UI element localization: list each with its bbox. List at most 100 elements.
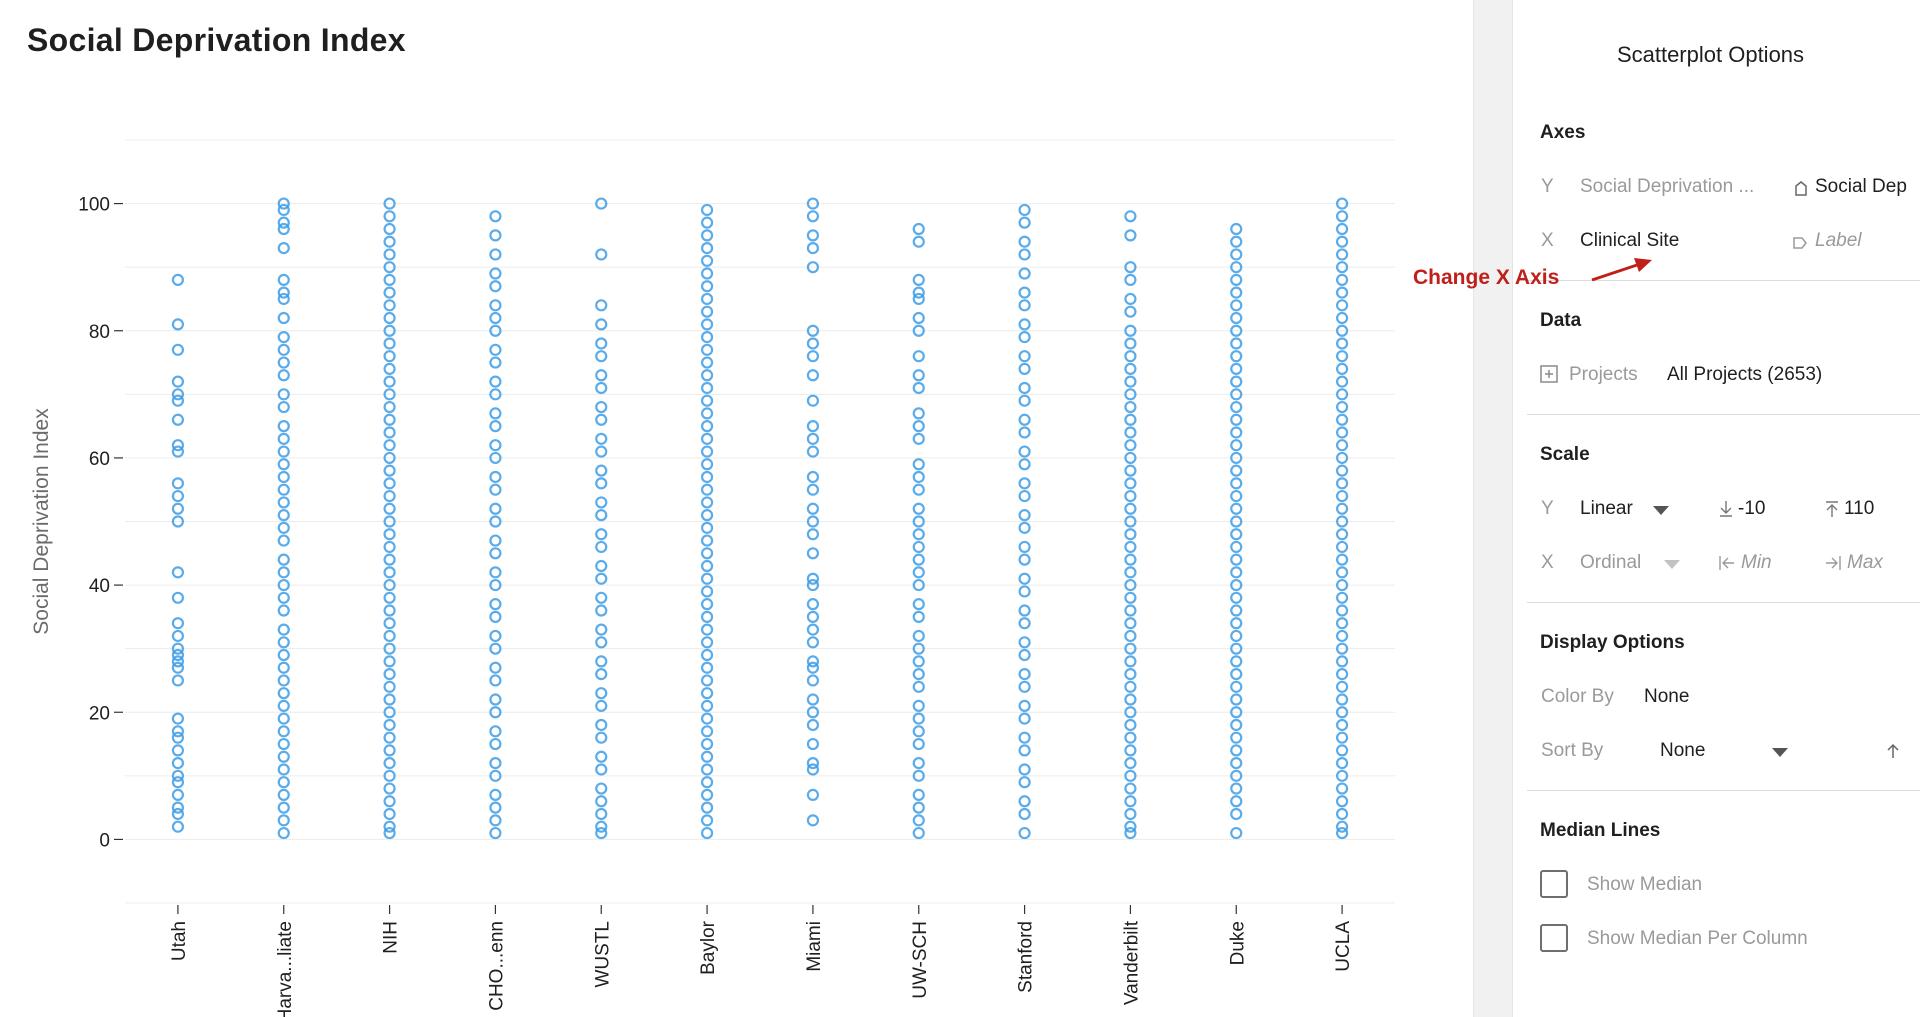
x-tick-label: WUSTL	[592, 921, 613, 988]
y-scale-select[interactable]: Linear	[1580, 498, 1633, 519]
data-point	[700, 763, 714, 776]
data-point	[700, 801, 714, 814]
data-point	[1335, 528, 1349, 541]
sort-by-select[interactable]: None	[1660, 740, 1706, 761]
data-point	[700, 826, 714, 840]
data-point	[1335, 795, 1349, 808]
data-point	[1124, 400, 1137, 414]
y-axis-select[interactable]: Social Deprivation ...	[1580, 176, 1755, 197]
data-point	[1018, 267, 1031, 280]
data-point	[277, 725, 290, 738]
data-point	[595, 604, 608, 617]
data-point	[1018, 286, 1031, 299]
data-point	[1230, 680, 1243, 693]
data-point	[383, 324, 396, 337]
data-point	[383, 629, 396, 643]
data-point	[700, 648, 714, 662]
data-point	[1124, 261, 1137, 274]
show-median-per-column-checkbox[interactable]	[1540, 924, 1568, 952]
x-scale-select[interactable]: Ordinal	[1580, 552, 1642, 573]
x-scale-min-field[interactable]: Min	[1741, 552, 1772, 573]
data-point	[912, 757, 925, 770]
data-point	[1230, 528, 1243, 541]
data-point	[1124, 604, 1137, 617]
x-axis-label-field[interactable]: Label	[1815, 230, 1862, 251]
data-point	[595, 655, 608, 668]
data-point	[489, 280, 502, 293]
data-point	[1335, 400, 1349, 414]
data-point	[277, 356, 290, 369]
data-point	[1335, 299, 1349, 312]
data-point	[595, 413, 608, 426]
data-point	[277, 369, 290, 382]
projects-select[interactable]: All Projects (2653)	[1667, 364, 1823, 385]
data-point	[912, 667, 925, 681]
axes-x-key: X	[1541, 230, 1554, 251]
y-scale-max-field[interactable]: 110	[1844, 498, 1875, 519]
color-by-select[interactable]: None	[1644, 686, 1690, 707]
data-point	[1335, 375, 1349, 388]
show-median-per-column-label: Show Median Per Column	[1587, 928, 1808, 949]
data-point	[277, 388, 290, 401]
separator	[1527, 414, 1920, 415]
data-point	[1124, 655, 1137, 668]
data-point	[1124, 210, 1137, 223]
data-point	[277, 750, 290, 763]
y-scale-min-field[interactable]: -10	[1738, 498, 1766, 519]
x-scale-max-field[interactable]: Max	[1847, 552, 1883, 573]
data-point	[806, 470, 820, 484]
chevron-down-icon[interactable]	[1772, 748, 1788, 757]
data-point	[1124, 273, 1137, 286]
data-point	[1335, 324, 1349, 337]
data-point	[700, 445, 714, 458]
data-point	[700, 369, 714, 382]
data-point	[1335, 693, 1349, 706]
data-point	[595, 528, 608, 541]
color-by-label: Color By	[1541, 686, 1614, 707]
data-point	[806, 241, 820, 255]
data-point	[1230, 489, 1243, 503]
data-point	[1124, 375, 1137, 388]
data-point	[1230, 248, 1243, 261]
data-point	[595, 591, 608, 604]
data-point	[806, 814, 820, 827]
data-point	[1124, 706, 1137, 719]
data-point	[700, 458, 714, 471]
data-point	[912, 292, 925, 306]
data-point	[383, 477, 396, 490]
x-axis-select[interactable]: Clinical Site	[1580, 230, 1680, 251]
data-point	[595, 572, 608, 585]
arrow-up-icon[interactable]	[1886, 743, 1900, 759]
data-point	[171, 655, 185, 668]
data-point	[912, 769, 925, 782]
data-point	[1018, 235, 1031, 248]
data-point	[1124, 757, 1137, 770]
data-point	[700, 343, 714, 356]
add-box-icon[interactable]	[1540, 365, 1558, 383]
data-point	[1335, 718, 1349, 732]
data-point	[1124, 591, 1137, 604]
data-point	[171, 801, 185, 814]
chevron-down-icon[interactable]	[1664, 560, 1680, 569]
data-point	[1230, 337, 1243, 350]
data-point	[1335, 566, 1349, 579]
median-lines-title: Median Lines	[1540, 820, 1661, 841]
data-point	[1335, 667, 1349, 681]
data-point	[489, 757, 502, 770]
chevron-down-icon[interactable]	[1653, 506, 1669, 515]
data-point	[489, 324, 502, 337]
data-point	[1335, 426, 1349, 439]
y-axis-label-field[interactable]: Social Dep	[1815, 176, 1907, 197]
data-point	[1018, 350, 1031, 363]
data-point	[912, 286, 925, 299]
data-point	[595, 699, 608, 712]
data-point	[171, 642, 185, 655]
y-axis-title: Social Deprivation Index	[30, 408, 53, 635]
show-median-checkbox[interactable]	[1540, 870, 1568, 898]
data-point	[171, 273, 185, 286]
data-point	[1124, 731, 1137, 744]
data-point	[277, 311, 290, 325]
panel-divider[interactable]	[1473, 0, 1513, 1017]
data-point	[912, 578, 925, 592]
data-point	[1335, 553, 1349, 566]
